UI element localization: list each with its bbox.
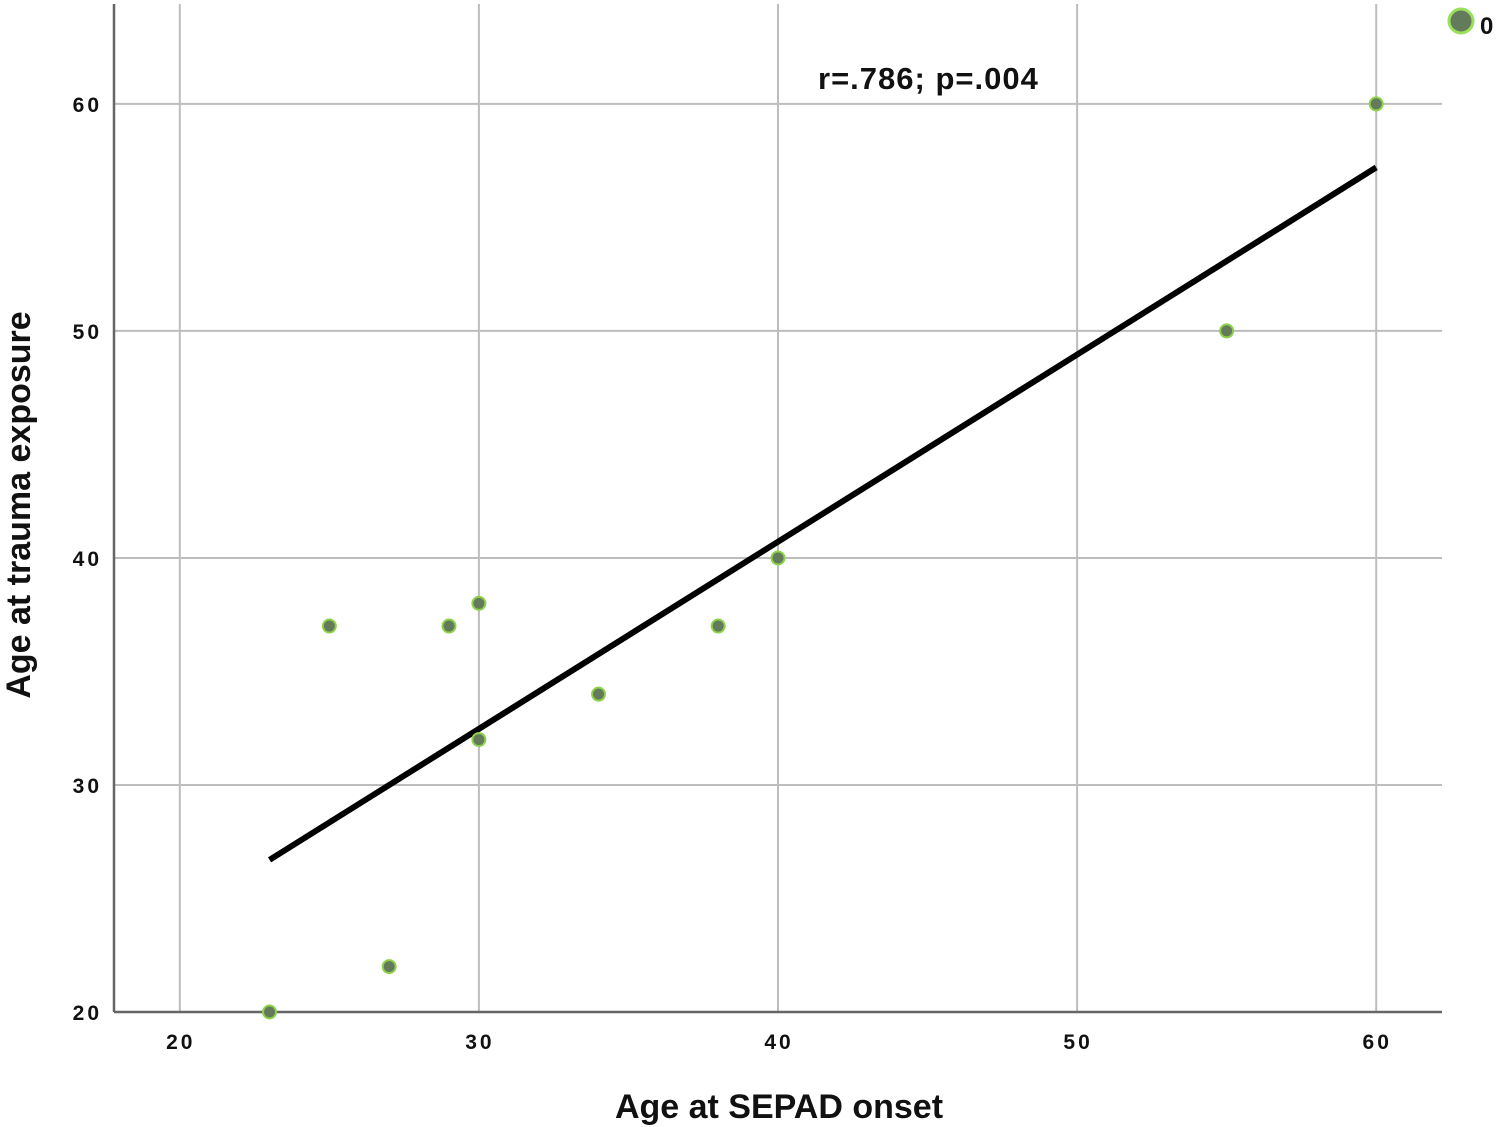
y-axis-ticks: 20 30 40 50 60: [73, 94, 102, 1025]
data-point: [441, 618, 457, 634]
data-point: [381, 959, 397, 975]
x-axis-ticks: 20 30 40 50 60: [166, 1031, 1392, 1054]
y-tick-label: 30: [73, 775, 102, 798]
fit-line: [267, 164, 1378, 863]
x-axis-label: Age at SEPAD onset: [615, 1088, 943, 1126]
legend-marker-icon: [1447, 7, 1475, 35]
data-point: [321, 618, 337, 634]
x-tick-label: 40: [764, 1031, 793, 1054]
x-tick-label: 20: [166, 1031, 195, 1054]
correlation-annotation: r=.786; p=.004: [818, 61, 1039, 96]
data-point: [710, 618, 726, 634]
data-point: [1219, 323, 1235, 339]
data-point: [770, 550, 786, 566]
data-point: [471, 732, 487, 748]
x-tick-label: 50: [1063, 1031, 1092, 1054]
y-tick-label: 60: [73, 94, 102, 117]
data-point: [262, 1004, 278, 1020]
grid-lines: [114, 4, 1442, 1013]
data-point: [1368, 96, 1384, 112]
regression-line: [267, 164, 1378, 863]
data-point: [591, 686, 607, 702]
y-tick-label: 20: [73, 1002, 102, 1025]
y-axis-label: Age at trauma exposure: [0, 311, 38, 698]
x-tick-label: 30: [465, 1031, 494, 1054]
y-tick-label: 40: [73, 548, 102, 571]
data-points: [262, 96, 1384, 1020]
x-tick-label: 60: [1363, 1031, 1392, 1054]
data-point: [471, 595, 487, 611]
axes: [112, 4, 1442, 1014]
legend-label: 0: [1480, 13, 1493, 40]
y-tick-label: 50: [73, 321, 102, 344]
legend: 0: [1447, 7, 1493, 40]
